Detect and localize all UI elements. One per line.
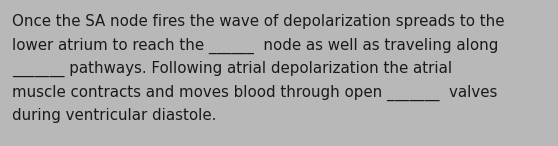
Text: muscle contracts and moves blood through open _______  valves: muscle contracts and moves blood through… (12, 85, 497, 101)
Text: _______ pathways. Following atrial depolarization the atrial: _______ pathways. Following atrial depol… (12, 61, 452, 77)
Text: during ventricular diastole.: during ventricular diastole. (12, 108, 217, 123)
Text: lower atrium to reach the ______  node as well as traveling along: lower atrium to reach the ______ node as… (12, 38, 498, 54)
Text: Once the SA node fires the wave of depolarization spreads to the: Once the SA node fires the wave of depol… (12, 14, 504, 29)
